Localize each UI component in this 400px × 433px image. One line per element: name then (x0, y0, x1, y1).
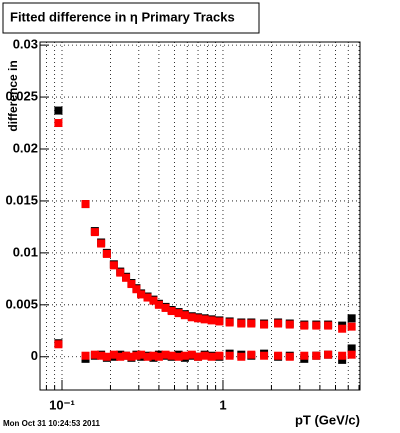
marker (187, 313, 196, 322)
marker (260, 320, 269, 329)
y-tick-label: 0.02 (13, 140, 38, 155)
marker (347, 344, 356, 353)
marker (324, 321, 333, 330)
marker (132, 285, 141, 294)
marker (338, 355, 347, 364)
marker (247, 319, 256, 328)
marker (215, 317, 224, 326)
marker (285, 320, 294, 329)
marker (54, 340, 63, 349)
marker (137, 350, 146, 359)
marker (122, 273, 131, 282)
marker (200, 351, 209, 360)
marker (143, 352, 152, 361)
marker (207, 352, 216, 361)
marker (347, 314, 356, 323)
marker (324, 350, 333, 359)
marker (109, 261, 118, 270)
marker (109, 350, 118, 359)
marker (174, 352, 183, 361)
y-tick-label: 0 (31, 348, 38, 363)
marker (180, 311, 189, 320)
marker (180, 351, 189, 360)
marker (122, 351, 131, 360)
y-tick-label: 0.01 (13, 244, 38, 259)
marker (300, 321, 309, 330)
marker (161, 303, 170, 312)
marker (194, 314, 203, 323)
marker (90, 350, 99, 359)
marker (285, 352, 294, 361)
marker (154, 352, 163, 361)
chart-title: Fitted difference in η Primary Tracks (10, 9, 235, 24)
marker (274, 351, 283, 360)
marker (247, 350, 256, 359)
marker (187, 350, 196, 359)
y-tick-label: 0.015 (5, 192, 38, 207)
marker (154, 300, 163, 309)
x-tick-label: 1 (219, 397, 226, 412)
marker (312, 351, 321, 360)
marker (312, 321, 321, 330)
x-tick-label: 10⁻¹ (49, 397, 75, 412)
marker (149, 351, 158, 360)
plot-frame (39, 41, 361, 391)
marker (161, 350, 170, 359)
marker (237, 319, 246, 328)
marker (102, 352, 111, 361)
marker (127, 352, 136, 361)
marker (127, 280, 136, 289)
y-axis-label: difference in (6, 60, 20, 131)
marker (102, 249, 111, 258)
y-tick-label: 0.005 (5, 296, 38, 311)
y-tick-label: 0.03 (13, 37, 38, 52)
marker (338, 324, 347, 333)
marker (90, 228, 99, 237)
marker (338, 351, 347, 360)
marker (237, 352, 246, 361)
marker (116, 268, 125, 277)
footer: Mon Oct 31 10:24:53 2011 (3, 419, 100, 428)
marker (194, 352, 203, 361)
marker (207, 316, 216, 325)
marker (132, 351, 141, 360)
marker (54, 106, 63, 115)
marker (225, 318, 234, 327)
marker (215, 351, 224, 360)
marker (347, 350, 356, 359)
marker (167, 351, 176, 360)
marker (274, 319, 283, 328)
marker (97, 351, 106, 360)
marker (225, 351, 234, 360)
marker (116, 352, 125, 361)
marker (347, 322, 356, 331)
marker (143, 293, 152, 302)
marker (200, 315, 209, 324)
y-tick-label: 0.025 (5, 88, 38, 103)
marker (149, 296, 158, 305)
marker (174, 309, 183, 318)
marker (97, 239, 106, 248)
marker (54, 119, 63, 128)
marker (81, 351, 90, 360)
marker (81, 200, 90, 209)
marker (300, 351, 309, 360)
title-box (2, 2, 260, 34)
x-axis-label: pT (GeV/c) (295, 412, 360, 427)
marker (137, 290, 146, 299)
marker (167, 307, 176, 316)
marker (260, 351, 269, 360)
